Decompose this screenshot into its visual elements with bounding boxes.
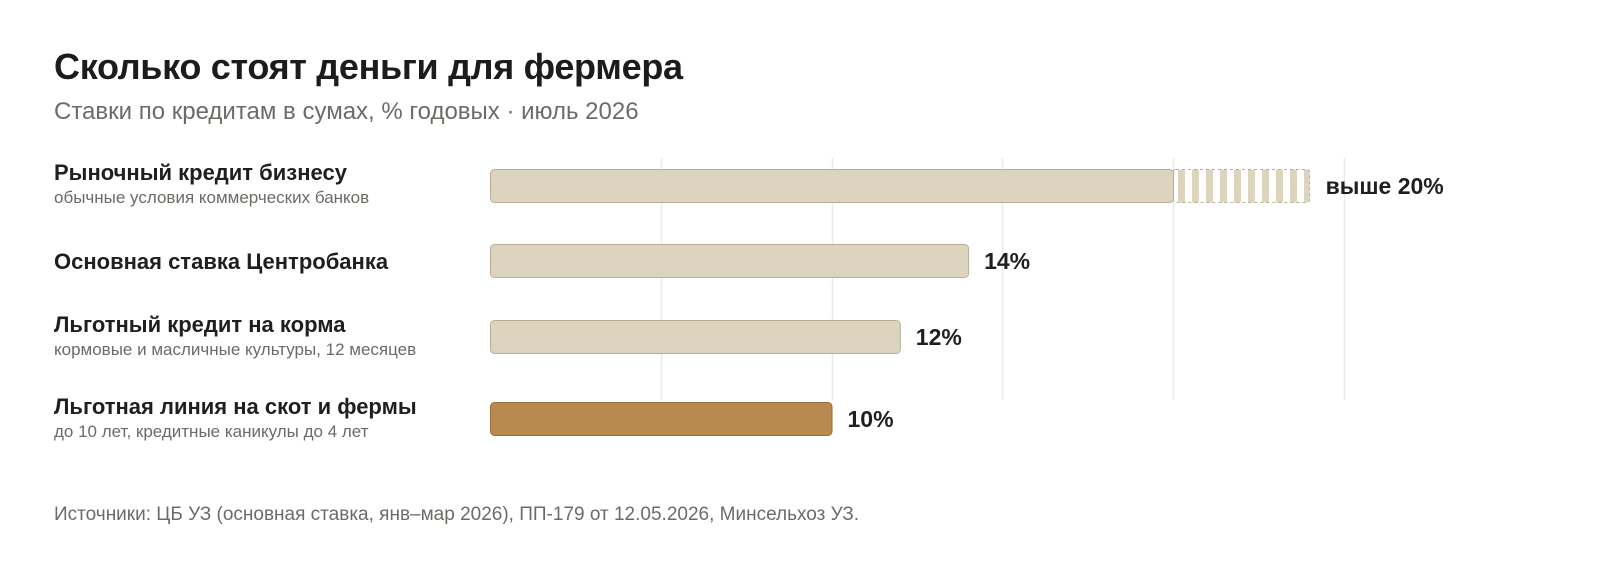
row-label-market-credit: Рыночный кредит бизнесу обычные условия …	[54, 160, 369, 209]
row-label-main: Рыночный кредит бизнесу	[54, 160, 347, 185]
bar-extension-hatch	[1172, 169, 1311, 203]
row-label-sub: обычные условия коммерческих банков	[54, 188, 370, 207]
source-note: Источники: ЦБ УЗ (основная ставка, янв–м…	[54, 504, 860, 525]
row-label-livestock-line: Льготная линия на скот и фермы до 10 лет…	[54, 394, 417, 443]
value-label: 14%	[984, 248, 1030, 274]
row-label-main: Основная ставка Центробанка	[54, 249, 389, 274]
value-label: 12%	[916, 324, 962, 350]
value-label: выше 20%	[1326, 173, 1444, 199]
bar	[490, 169, 1174, 203]
row-label-main: Льготная линия на скот и фермы	[54, 394, 417, 419]
row-label-main: Льготный кредит на корма	[54, 312, 346, 337]
row-label-central-bank-rate: Основная ставка Центробанка	[54, 249, 388, 275]
chart-subtitle: Ставки по кредитам в сумах, % годовых · …	[54, 98, 639, 125]
row-label-sub: кормовые и масличные культуры, 12 месяце…	[54, 340, 417, 359]
row-label-sub: до 10 лет, кредитные каникулы до 4 лет	[54, 422, 369, 441]
value-label: 10%	[848, 406, 894, 432]
row-label-feed-credit: Льготный кредит на корма кормовые и масл…	[54, 312, 416, 361]
bar	[490, 402, 833, 436]
bar	[490, 320, 901, 354]
bar	[490, 244, 970, 278]
chart-title: Сколько стоят деньги для фермера	[54, 46, 683, 87]
